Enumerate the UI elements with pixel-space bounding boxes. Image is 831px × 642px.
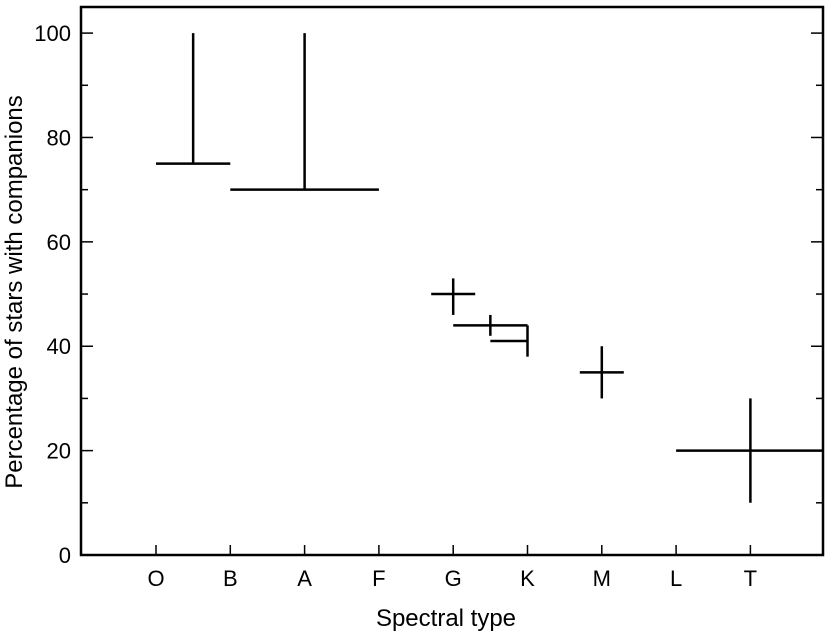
data-point <box>453 314 528 336</box>
data-point <box>230 33 379 191</box>
x-tick-label-l: L <box>670 566 682 591</box>
y-tick-label: 40 <box>47 334 71 359</box>
y-axis-title: Percentage of stars with companions <box>1 95 28 489</box>
data-point <box>431 278 476 315</box>
y-tick-label: 20 <box>47 439 71 464</box>
y-tick-label: 60 <box>47 230 71 255</box>
x-axis-title: Spectral type <box>376 605 516 632</box>
y-tick-label: 100 <box>34 21 71 46</box>
data-point <box>490 325 529 357</box>
x-tick-label-m: M <box>593 566 611 591</box>
data-point <box>579 346 624 399</box>
x-tick-label-f: F <box>372 566 385 591</box>
x-tick-label-t: T <box>744 566 757 591</box>
x-tick-label-g: G <box>445 566 462 591</box>
y-tick-label: 0 <box>59 543 71 568</box>
x-tick-label-b: B <box>223 566 238 591</box>
x-tick-label-k: K <box>520 566 535 591</box>
data-point <box>156 33 231 165</box>
y-tick-label: 80 <box>47 125 71 150</box>
x-tick-label-a: A <box>297 566 312 591</box>
x-tick-label-o: O <box>147 566 164 591</box>
plot-frame <box>79 5 825 557</box>
data-point <box>676 398 823 503</box>
